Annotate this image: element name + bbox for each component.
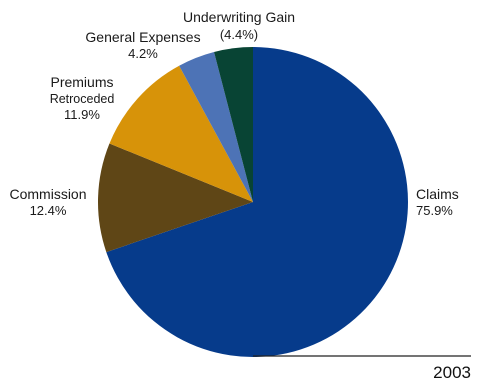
pie-slice-premiums-retroceded [109,65,254,202]
pie-slices [97,47,408,357]
slice-value-claims: 75.9% [416,203,453,218]
slice-label-claims: Claims [416,186,459,202]
pie-slice-claims [106,47,408,357]
slice-label-premiums: Premiums [50,74,113,90]
year-label: 2003 [433,363,471,380]
slice-label-commission: Commission [9,186,86,202]
slice-value-premiums: 11.9% [64,107,100,122]
slice-label-underwriting-gain: Underwriting Gain [183,9,295,25]
label-general-expenses: General Expenses 4.2% [85,29,200,61]
slice-sublabel-retroceded: Retroceded [50,92,115,106]
slice-label-general-expenses: General Expenses [85,29,200,45]
label-underwriting-gain: Underwriting Gain (4.4%) [183,9,295,42]
label-commission: Commission 12.4% [9,186,86,218]
label-claims: Claims 75.9% [416,186,459,218]
pie-slice-underwriting-gain [214,47,253,202]
label-premiums-retroceded: Premiums Retroceded 11.9% [50,74,115,122]
slice-value-underwriting-gain: (4.4%) [220,27,258,42]
slice-value-commission: 12.4% [30,203,67,218]
pie-slice-commission [97,143,253,253]
slice-value-general-expenses: 4.2% [128,46,158,61]
pie-slice-general-expenses [179,51,253,203]
